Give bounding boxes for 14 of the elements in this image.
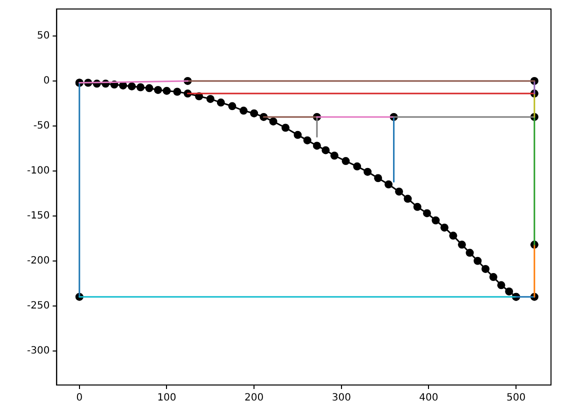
y-tick-label: -150 xyxy=(26,210,50,222)
y-tick-label: 0 xyxy=(43,76,50,87)
y-tick-label: 50 xyxy=(36,30,50,42)
x-tick-label: 500 xyxy=(506,392,526,404)
y-tick-label: -250 xyxy=(26,300,50,312)
y-tick-label: -200 xyxy=(26,255,50,266)
x-tick-label: 300 xyxy=(332,392,351,404)
x-tick-label: 100 xyxy=(157,392,176,404)
y-tick-label: -300 xyxy=(26,345,50,356)
x-tick-label: 200 xyxy=(244,392,264,404)
x-tick-label: 0 xyxy=(76,392,83,404)
x-tick-label: 400 xyxy=(419,392,438,404)
y-tick-label: -100 xyxy=(26,166,50,177)
y-tick-label: -50 xyxy=(33,120,50,132)
